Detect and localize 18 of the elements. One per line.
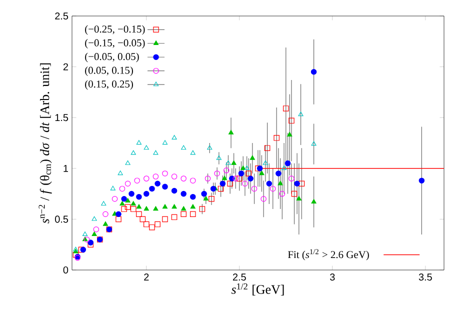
x-tick-label: 2.5 bbox=[232, 274, 246, 281]
y-tick-label: 2 bbox=[63, 63, 68, 70]
x-tick-label: 3.5 bbox=[418, 274, 432, 281]
text: s$^{n−2}$ / f (θ$_{cm}$) dσ / dt [Arb. unit] bbox=[38, 63, 52, 224]
legend-label: (0.05, 0.15) bbox=[85, 66, 133, 76]
y-tick-label: 0.5 bbox=[55, 216, 68, 223]
x-tick-label: 2 bbox=[144, 274, 149, 280]
legend-label: (−0.25, −0.15) bbox=[85, 25, 145, 35]
y-tick-label: 1.5 bbox=[55, 114, 68, 122]
x-tick-label: 3 bbox=[330, 274, 335, 281]
legend-label: Fit (s$^{1/2}$ > 2.6 GeV) bbox=[288, 249, 369, 260]
legend-label: (−0.05, 0.05) bbox=[85, 52, 139, 62]
y-tick-label: 1 bbox=[64, 164, 68, 172]
x-axis-title: s$^{1/2}$ [GeV] bbox=[231, 283, 284, 296]
y-tick-label: 2.5 bbox=[55, 12, 68, 20]
legend-label: (−0.15, −0.05) bbox=[85, 39, 145, 48]
y-tick-label: 0 bbox=[63, 266, 68, 274]
legend-label: (0.15, 0.25) bbox=[85, 80, 133, 90]
